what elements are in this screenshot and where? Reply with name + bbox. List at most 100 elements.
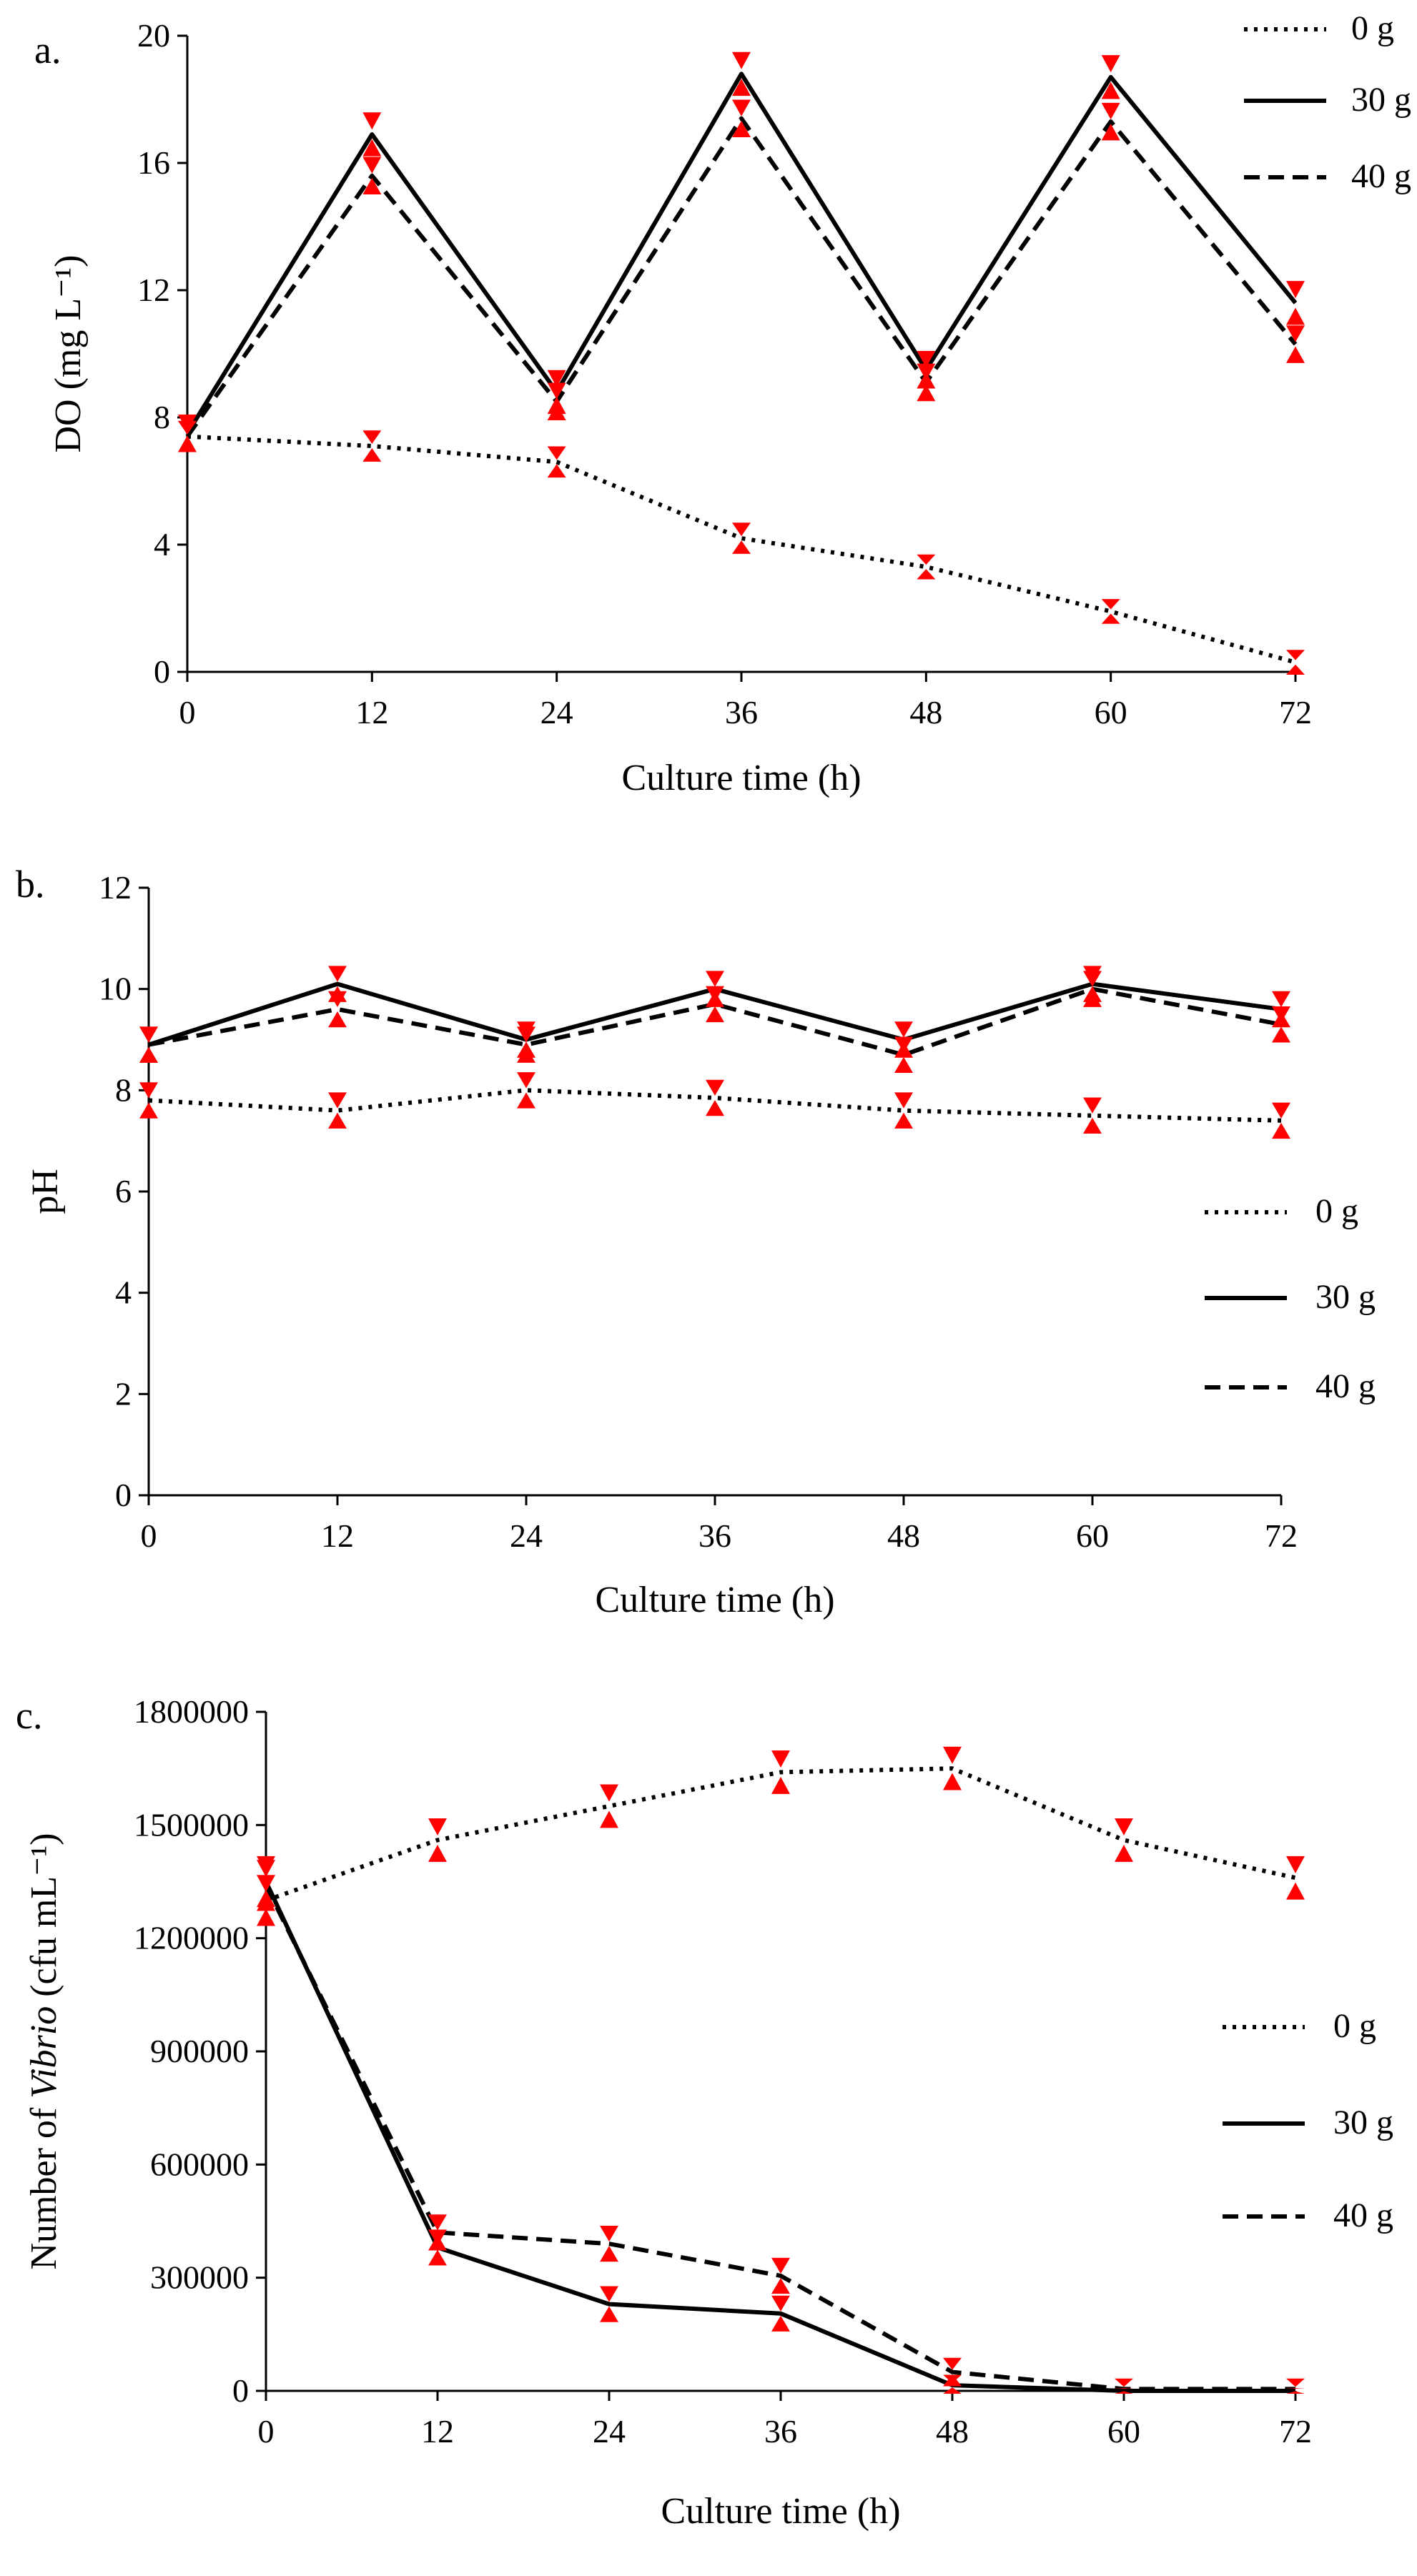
y-axis-title-italic: Vibrio [24,2006,64,2099]
legend-label: 0 g [1333,2007,1376,2045]
error-bar-lower-marker [771,2278,790,2294]
series-line-30g [185,71,1298,435]
error-bar-upper-marker [428,2214,447,2231]
error-bar-lower-marker [1083,991,1102,1007]
error-bar-lower-marker [139,1046,158,1063]
error-bar-lower-marker [517,1092,535,1109]
error-bar-lower-marker [362,177,382,195]
error-bar-upper-marker [178,420,197,435]
error-bar-lower-marker [1286,346,1305,363]
error-bar-lower-marker [517,1046,535,1063]
y-axis-title-part: Number of [24,2099,64,2270]
legend-label: 30 g [1351,81,1411,119]
y-tick-label: 1800000 [134,1693,249,1730]
error-bar-lower-marker [362,448,382,462]
y-tick-label: 8 [154,399,170,435]
error-bar-upper-marker [1101,55,1120,73]
panel-3: 0 300000 600000 900000 1200000 1500000 1800000… [16,1693,1393,2532]
error-bar-upper-marker [917,351,936,368]
error-bar-lower-marker [732,120,751,137]
x-tick-label: 24 [593,2413,626,2449]
error-bar-lower-marker [732,540,751,554]
error-bar-upper-marker [547,382,566,400]
error-bar-lower-marker [917,385,936,402]
y-tick-label: 20 [137,17,170,54]
error-bar-upper-marker [706,971,724,987]
error-bar-lower-marker [1115,1844,1133,1862]
error-bar-upper-marker [943,1746,962,1764]
y-tick-label: 0 [154,653,170,690]
error-bar-upper-marker [732,522,751,537]
error-bar-lower-marker [706,1099,724,1116]
panel-label: b. [16,863,45,906]
error-bar-lower-marker [1101,81,1120,99]
x-tick-label: 36 [725,694,758,730]
error-bar-upper-marker [1083,1097,1102,1114]
error-bar-upper-marker [328,991,347,1007]
error-bar-upper-marker [600,2226,618,2242]
error-bar-upper-marker [547,446,566,460]
x-tick-label: 0 [141,1517,157,1554]
y-tick-label: 2 [115,1375,132,1412]
error-bar-upper-marker [139,1082,158,1099]
error-bar-upper-marker [328,966,347,982]
error-bar-upper-marker [1272,1102,1290,1119]
error-bar-lower-marker [1286,2391,1305,2394]
x-tick-label: 36 [698,1517,731,1554]
legend-label: 0 g [1351,9,1394,47]
x-tick-label: 60 [1076,1517,1109,1554]
error-bar-upper-marker [771,2257,790,2274]
y-tick-label: 4 [154,526,170,563]
error-bar-upper-marker [732,51,751,69]
y-tick-label: 8 [115,1071,132,1108]
error-bar-lower-marker [139,1102,158,1119]
legend-label: 30 g [1315,1278,1376,1316]
error-bar-upper-marker [362,430,382,445]
legend-label: 30 g [1333,2104,1393,2141]
error-bar-lower-marker [1083,1117,1102,1134]
error-bar-upper-marker [917,363,936,381]
error-bar-upper-marker [517,1072,535,1089]
x-axis-title: Culture time (h) [661,2491,900,2532]
x-tick-label: 60 [1107,2413,1140,2449]
error-bar-lower-marker [1101,124,1120,141]
y-tick-label: 10 [99,971,132,1007]
error-bar-lower-marker [257,1908,275,1926]
y-tick-label: 600000 [150,2146,249,2182]
error-bar-upper-marker [362,112,382,130]
error-bar-upper-marker [1272,991,1290,1007]
x-tick-label: 24 [510,1517,543,1554]
x-tick-label: 24 [540,694,573,730]
error-bar-lower-marker [732,79,751,96]
error-bar-upper-marker [1115,2378,1133,2387]
x-tick-label: 60 [1095,694,1127,730]
error-bar-lower-marker [1286,1882,1305,1900]
error-bar-lower-marker [328,1112,347,1129]
error-bar-lower-marker [600,2306,618,2322]
error-bar-upper-marker [894,1021,913,1038]
error-bar-upper-marker [917,554,936,565]
x-tick-label: 0 [179,694,196,730]
error-bar-upper-marker [328,1092,347,1109]
error-bar-upper-marker [428,1818,447,1836]
error-bar-upper-marker [706,986,724,1002]
error-bar-upper-marker [600,1784,618,1802]
error-bar-upper-marker [257,1875,275,1893]
x-tick-label: 36 [764,2413,797,2449]
y-axis-title: pH [25,1169,66,1214]
error-bar-upper-marker [1101,102,1120,120]
legend-label: 40 g [1315,1367,1376,1405]
error-bar-upper-marker [732,99,751,117]
error-bar-upper-marker [139,1026,158,1043]
legend-label: 40 g [1333,2196,1393,2234]
error-bar-upper-marker [362,157,382,174]
error-bar-upper-marker [771,1750,790,1768]
error-bar-lower-marker [328,1011,347,1028]
y-tick-label: 1200000 [134,1920,249,1956]
error-bar-upper-marker [706,1079,724,1096]
y-tick-label: 16 [137,144,170,181]
error-bar-lower-marker [1286,307,1305,325]
